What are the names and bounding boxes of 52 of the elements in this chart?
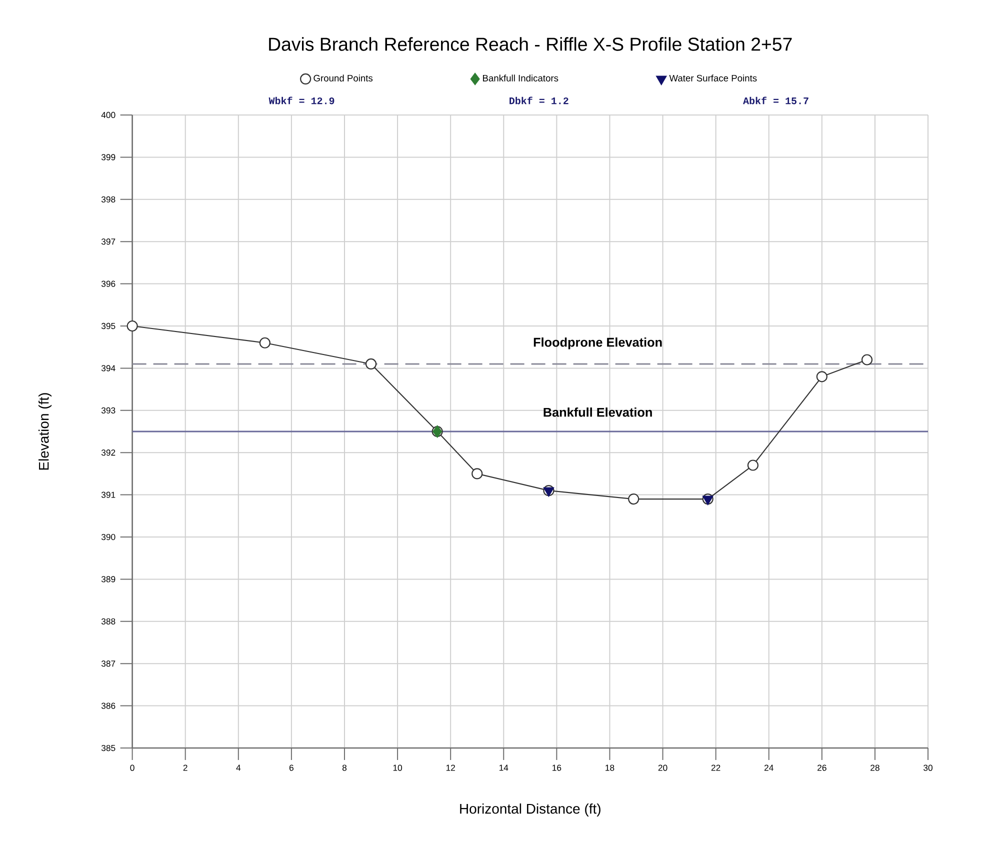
x-tick-label: 0 <box>130 764 134 771</box>
point <box>472 468 483 480</box>
x-tick-label: 6 <box>289 764 294 771</box>
point <box>861 354 873 366</box>
point <box>259 337 270 348</box>
y-tick-label: 397 <box>101 238 116 245</box>
y-tick-label: 388 <box>101 618 116 624</box>
legend-label: Ground Points <box>314 74 373 82</box>
y-tick-label: 393 <box>101 407 116 414</box>
y-tick-label: 391 <box>101 492 116 498</box>
text: Abkf = 15.7 <box>743 96 808 104</box>
point <box>816 371 828 382</box>
y-tick-label: 396 <box>101 280 116 287</box>
point <box>702 496 714 506</box>
x-tick-label: 20 <box>658 764 668 771</box>
y-tick-label: 398 <box>101 196 116 202</box>
x-tick-label: 8 <box>342 764 347 771</box>
y-tick-label: 389 <box>101 576 116 582</box>
x-tick-label: 26 <box>818 764 826 771</box>
x-tick-label: 18 <box>606 764 614 771</box>
x-tick-label: 10 <box>393 764 402 771</box>
point <box>126 320 138 332</box>
y-tick-label: 386 <box>101 702 116 709</box>
point <box>747 460 758 471</box>
x-axis-title: Horizontal Distance (ft) <box>460 803 600 816</box>
legend-label: Bankfull Indicators <box>483 74 558 82</box>
x-tick-label: 22 <box>711 764 720 771</box>
x-tick-label: 30 <box>924 764 932 771</box>
text: Dbkf = 1.2 <box>510 96 568 104</box>
text: Wbkf = 12.9 <box>268 96 334 104</box>
y-tick-label: 400 <box>101 112 116 118</box>
legend-label: Water Surface Points <box>669 74 757 82</box>
x-tick-label: 2 <box>183 764 188 771</box>
y-tick-label: 395 <box>101 322 116 330</box>
x-tick-label: 4 <box>236 764 241 771</box>
y-tick-label: 399 <box>101 154 116 160</box>
y-tick-label: 390 <box>101 534 116 540</box>
y-tick-label: 392 <box>101 450 116 456</box>
ref-line-label: Floodprone Elevation <box>534 337 662 350</box>
y-axis-title: Elevation (ft) <box>38 393 52 470</box>
point <box>628 493 640 505</box>
x-tick-label: 16 <box>552 764 562 771</box>
y-tick-label: 385 <box>101 744 116 752</box>
y-tick-label: 394 <box>101 365 116 372</box>
y-tick-label: 387 <box>101 660 116 667</box>
chart-title: Davis Branch Reference Reach - Riffle X-S Profile Station 2+57 <box>269 37 792 51</box>
ref-line-label: Bankfull Elevation <box>544 407 652 417</box>
x-tick-label: 28 <box>870 764 880 771</box>
point <box>365 358 377 370</box>
x-tick-label: 14 <box>499 764 508 771</box>
x-tick-label: 12 <box>446 764 455 771</box>
x-tick-label: 24 <box>764 764 774 771</box>
